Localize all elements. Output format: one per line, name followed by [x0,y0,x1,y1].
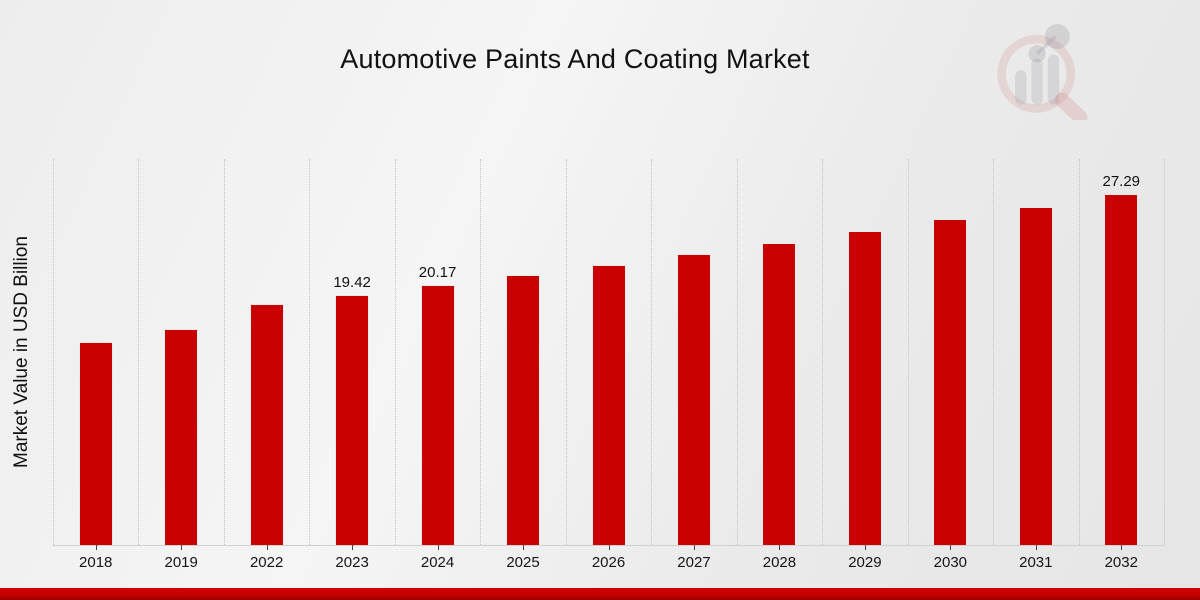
bottom-accent-band [0,588,1200,600]
gridline [53,159,54,545]
gridline [138,159,140,545]
x-axis-tick [693,545,695,550]
value-label-2032: 27.29 [1102,172,1141,190]
bar-2019 [164,329,199,545]
x-tick-label-2028: 2028 [762,554,797,571]
bar-2024 [420,285,455,545]
y-axis-label: Market Value in USD Billion [11,236,32,468]
bar-2030 [933,219,968,545]
bar-2026 [591,265,626,545]
gridline [480,159,482,545]
bar-2023 [335,295,370,545]
value-label-2024: 20.17 [418,264,457,282]
gridline [651,159,653,545]
x-axis-tick [1121,545,1123,550]
x-tick-label-2031: 2031 [1019,554,1053,571]
x-axis-tick [352,545,354,550]
gridline [223,159,225,545]
x-axis-tick [950,545,952,550]
gridline [309,159,311,545]
gridline [565,159,567,545]
x-tick-label-2025: 2025 [506,554,540,571]
bar-2028 [762,243,797,545]
bar-2025 [506,275,541,545]
gridline [993,159,995,545]
x-tick-label-2026: 2026 [591,554,626,571]
x-tick-label-2023: 2023 [335,554,369,571]
bar-2027 [676,254,711,545]
x-tick-label-2030: 2030 [933,554,968,571]
x-tick-label-2024: 2024 [420,554,455,571]
x-axis-tick [181,545,183,550]
x-tick-label-2019: 2019 [164,554,198,571]
chart-title: Automotive Paints And Coating Market [340,44,810,74]
x-tick-label-2032: 2032 [1104,554,1138,571]
market-research-future-logo-icon [997,24,1088,120]
gridline [1164,159,1165,545]
gridline [822,159,824,545]
bar-2022 [249,304,284,545]
x-tick-label-2018: 2018 [79,554,113,571]
x-tick-label-2029: 2029 [848,554,882,571]
bar-2032 [1104,193,1139,545]
gridline [736,159,738,545]
x-axis-tick [864,545,866,550]
x-axis-tick [779,545,781,550]
x-axis-tick [523,545,525,550]
gridline [907,159,909,545]
x-axis-tick [437,545,439,550]
bar-2031 [1018,206,1053,545]
x-tick-label-2022: 2022 [249,554,284,571]
x-axis-tick [266,545,268,550]
x-tick-label-2027: 2027 [677,554,711,571]
gridline [1078,159,1080,545]
x-axis-tick [95,545,97,550]
value-label-2023: 19.42 [333,274,371,292]
x-axis-tick [608,545,610,550]
bar-2029 [847,231,882,545]
x-axis-tick [1035,545,1037,550]
bar-2018 [78,341,113,545]
plot-area: 2018 2019 2022 19.42 2023 20.17 2024 2025 2026 20… [53,159,1165,571]
gridline [394,159,396,545]
